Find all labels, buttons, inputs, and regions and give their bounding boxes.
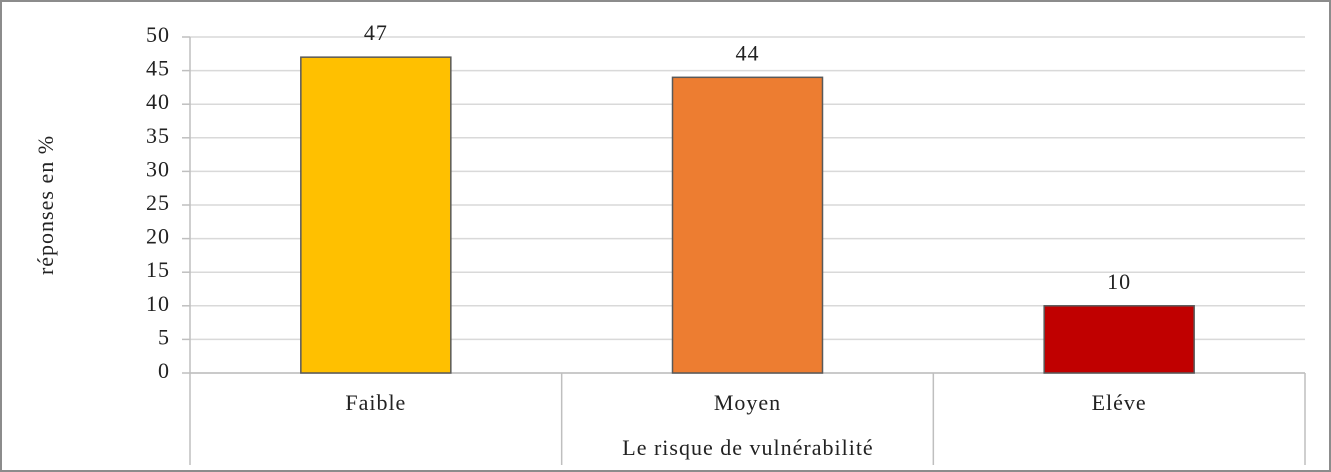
bar — [300, 56, 452, 374]
y-tick-label: 15 — [146, 257, 170, 282]
data-label: 10 — [1107, 269, 1131, 294]
data-label: 47 — [364, 20, 388, 45]
y-tick-label: 0 — [158, 358, 170, 383]
x-tick-label: Moyen — [714, 390, 781, 415]
y-tick-label: 20 — [146, 224, 170, 249]
y-tick-label: 25 — [146, 190, 170, 215]
y-tick-label: 30 — [146, 156, 170, 181]
x-tick-label: Eléve — [1092, 390, 1147, 415]
y-tick-label: 40 — [146, 89, 170, 114]
data-label: 44 — [736, 40, 760, 65]
y-axis-title: réponses en % — [33, 135, 58, 275]
x-tick-label: Faible — [345, 390, 406, 415]
y-tick-label: 5 — [158, 324, 170, 349]
y-tick-label: 10 — [146, 291, 170, 316]
bar — [671, 76, 824, 374]
bar — [1043, 305, 1195, 374]
y-tick-label: 45 — [146, 56, 170, 81]
x-axis-title: Le risque de vulnérabilité — [622, 435, 873, 460]
y-tick-label: 35 — [146, 123, 170, 148]
y-tick-label: 50 — [146, 22, 170, 47]
